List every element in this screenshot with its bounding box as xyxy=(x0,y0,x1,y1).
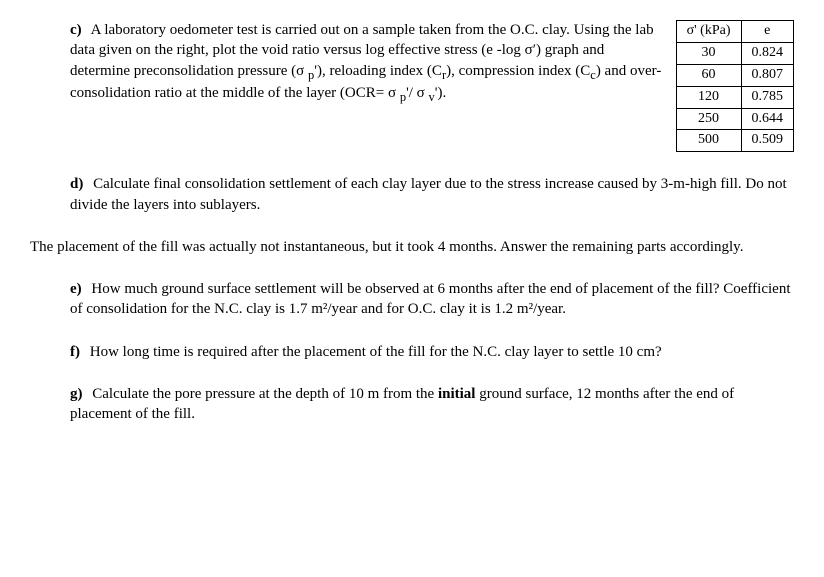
question-c-text: c) A laboratory oedometer test is carrie… xyxy=(70,20,664,106)
text-f: How long time is required after the plac… xyxy=(90,344,662,360)
label-d: d) xyxy=(70,176,89,192)
table-header-e: e xyxy=(741,21,794,43)
table-row: 600.807 xyxy=(676,64,793,86)
table-header-sigma: σ' (kPa) xyxy=(676,21,741,43)
question-f: f) How long time is required after the p… xyxy=(30,342,794,362)
oedometer-table: σ' (kPa) e 300.824 600.807 1200.785 2500… xyxy=(676,20,794,152)
text-c: A laboratory oedometer test is carried o… xyxy=(70,22,661,101)
label-g: g) xyxy=(70,386,89,402)
label-c: c) xyxy=(70,22,88,38)
text-e: How much ground surface settlement will … xyxy=(70,281,791,317)
question-e: e) How much ground surface settlement wi… xyxy=(30,279,794,320)
table-row: 1200.785 xyxy=(676,86,793,108)
table-row: 300.824 xyxy=(676,42,793,64)
label-f: f) xyxy=(70,344,86,360)
question-d: d) Calculate final consolidation settlem… xyxy=(30,174,794,215)
text-g: Calculate the pore pressure at the depth… xyxy=(70,386,734,422)
question-c: c) A laboratory oedometer test is carrie… xyxy=(30,20,794,152)
table-row: 5000.509 xyxy=(676,130,793,152)
intro-paragraph: The placement of the fill was actually n… xyxy=(30,237,794,257)
text-d: Calculate final consolidation settlement… xyxy=(70,176,787,212)
label-e: e) xyxy=(70,281,88,297)
table-row: 2500.644 xyxy=(676,108,793,130)
question-g: g) Calculate the pore pressure at the de… xyxy=(30,384,794,425)
